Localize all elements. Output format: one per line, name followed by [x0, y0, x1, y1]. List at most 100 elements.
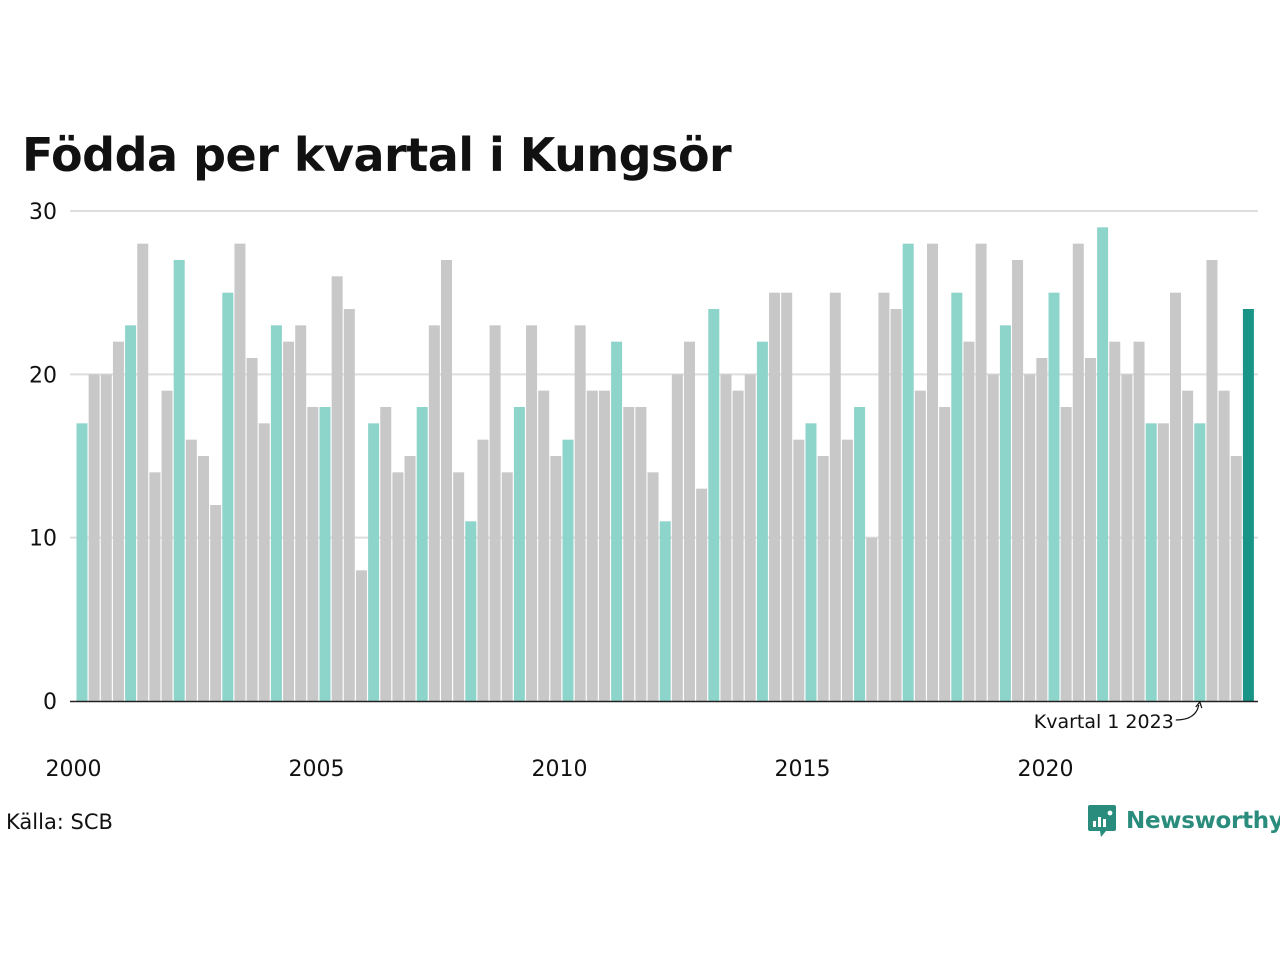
bar: [368, 423, 380, 701]
bar: [380, 407, 392, 701]
bar: [1157, 423, 1169, 701]
bar: [1182, 390, 1194, 701]
bar: [1170, 292, 1181, 701]
bar: [550, 456, 562, 701]
annotation: Kvartal 1 2023: [1034, 700, 1203, 733]
bar: [453, 472, 465, 701]
bar: [963, 341, 975, 701]
bar: [538, 390, 550, 701]
bar: [355, 570, 367, 701]
bar: [513, 407, 525, 701]
bar: [428, 325, 440, 701]
bar: [295, 325, 307, 701]
bar: [890, 309, 902, 701]
bar: [501, 472, 513, 701]
bar: [1012, 260, 1024, 701]
bar: [708, 309, 720, 701]
bar: [125, 325, 137, 701]
x-tick-label: 2020: [1018, 757, 1074, 782]
bar: [939, 407, 951, 701]
bar: [246, 358, 258, 701]
bar: [841, 439, 853, 701]
bar: [647, 472, 659, 701]
bar: [611, 341, 623, 701]
bar: [1036, 358, 1048, 701]
bar: [270, 325, 282, 701]
brand-name: Newsworthy: [1126, 808, 1280, 834]
y-tick-label: 30: [29, 200, 57, 225]
annotation-arrowhead: [1195, 700, 1203, 709]
bar: [1084, 358, 1096, 701]
bar: [88, 374, 100, 701]
bar: [914, 390, 926, 701]
bars: [76, 227, 1254, 702]
bar: [1206, 260, 1218, 701]
bar: [781, 292, 793, 701]
bar-chart: 0 10 20 30 2000 2005 2010 2015 2020 Kvartal 1 2…: [29, 200, 1258, 782]
y-tick-label: 20: [29, 363, 57, 388]
bar: [1072, 243, 1084, 701]
bar: [902, 243, 914, 701]
bar: [671, 374, 683, 701]
bar: [331, 276, 343, 701]
x-tick-label: 2005: [289, 757, 345, 782]
bar: [951, 292, 963, 701]
bar: [805, 423, 817, 701]
bar: [598, 390, 610, 701]
bar: [149, 472, 161, 701]
source-note: Källa: SCB: [6, 810, 113, 834]
bar: [100, 374, 112, 701]
bar: [441, 260, 452, 701]
bar: [732, 390, 744, 701]
bar: [744, 374, 756, 701]
newsworthy-logo-icon: [1088, 805, 1116, 837]
bar: [1097, 227, 1109, 702]
bar: [222, 292, 234, 701]
bar: [829, 292, 841, 701]
annotation-arrow: [1175, 704, 1200, 721]
bar: [198, 456, 209, 701]
bar: [1242, 309, 1254, 701]
bar: [258, 423, 270, 701]
bar: [659, 521, 671, 701]
bar: [623, 407, 635, 701]
bar: [574, 325, 586, 701]
x-axis-tick-labels: 2000 2005 2010 2015 2020: [46, 757, 1074, 782]
bar: [927, 243, 938, 701]
bar: [1048, 292, 1060, 701]
chart-title: Födda per kvartal i Kungsör: [22, 128, 732, 182]
bar: [1194, 423, 1206, 701]
bar: [112, 341, 124, 701]
bar: [477, 439, 489, 701]
y-axis-tick-labels: 0 10 20 30: [29, 200, 57, 715]
bar: [210, 505, 222, 701]
bar: [769, 292, 781, 701]
y-tick-label: 10: [29, 527, 57, 552]
bar: [586, 390, 598, 701]
bar: [562, 439, 574, 701]
bar: [756, 341, 768, 701]
newsworthy-logo[interactable]: Newsworthy: [1087, 803, 1280, 839]
bar: [404, 456, 416, 701]
bar: [866, 537, 878, 701]
bar: [173, 260, 185, 701]
bar: [161, 390, 173, 701]
y-tick-label: 0: [43, 690, 57, 715]
bar: [817, 456, 829, 701]
x-tick-label: 2010: [532, 757, 588, 782]
bar: [1218, 390, 1230, 701]
bar: [307, 407, 319, 701]
bar: [1145, 423, 1157, 701]
bar: [1230, 456, 1242, 701]
bar: [526, 325, 538, 701]
annotation-label: Kvartal 1 2023: [1034, 711, 1174, 733]
bar: [854, 407, 866, 701]
bar: [1133, 341, 1145, 701]
bar: [489, 325, 501, 701]
bar: [793, 439, 805, 701]
bar: [234, 243, 246, 701]
bar: [343, 309, 355, 701]
bar: [999, 325, 1011, 701]
x-tick-label: 2000: [46, 757, 102, 782]
bar: [684, 341, 695, 701]
